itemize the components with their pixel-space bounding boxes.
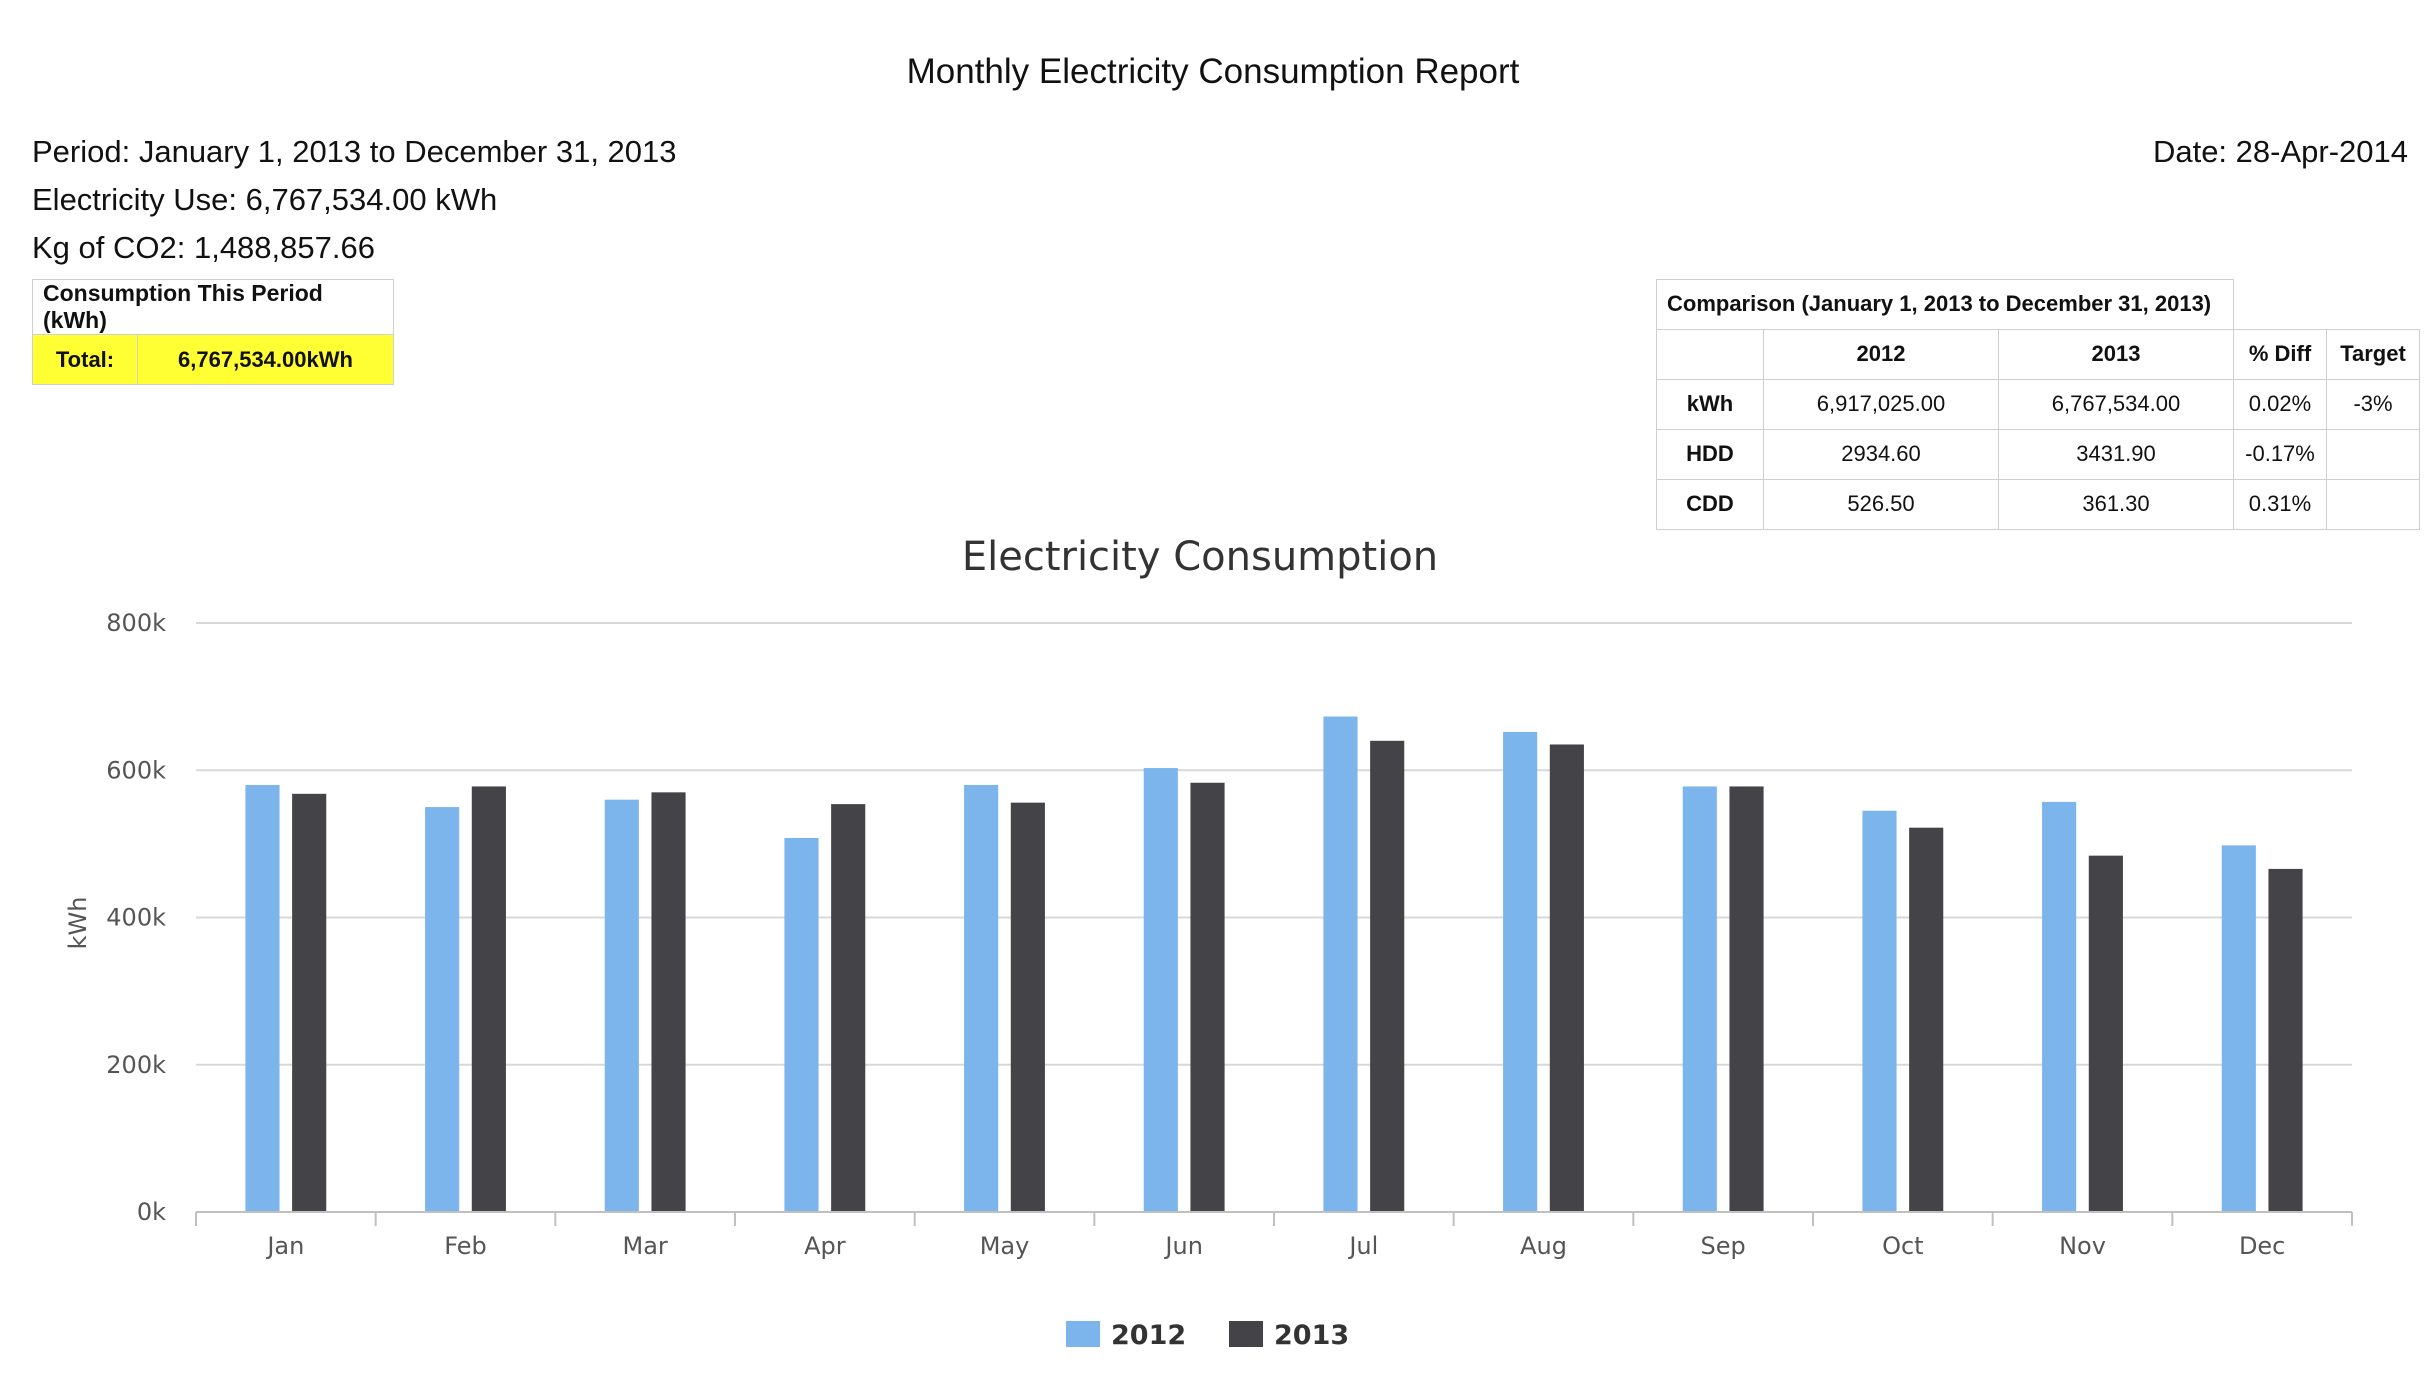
report-period: Period: January 1, 2013 to December 31, …	[32, 134, 677, 169]
consumption-header-row: Consumption This Period (kWh)	[32, 279, 394, 335]
col-header-2012: 2012	[1763, 328, 1999, 380]
bar-2012-Apr	[784, 837, 819, 1212]
bar-2013-Oct	[1909, 827, 1944, 1212]
y-tick-label: 200k	[106, 1051, 166, 1079]
bar-2013-May	[1010, 802, 1045, 1212]
bar-2012-Feb	[425, 807, 460, 1212]
cell: 0.31%	[2233, 478, 2327, 530]
bar-2012-Jun	[1143, 768, 1178, 1212]
bar-2012-Jul	[1323, 716, 1358, 1212]
table-row: CDD 526.50 361.30 0.31%	[1656, 478, 2420, 530]
comparison-header-row: 2012 2013 % Diff Target	[1656, 328, 2420, 380]
report-title: Monthly Electricity Consumption Report	[906, 52, 1520, 91]
col-header-diff: % Diff	[2233, 328, 2327, 380]
row-label-cdd: CDD	[1656, 478, 1764, 530]
cell	[2326, 478, 2420, 530]
col-header-2013: 2013	[1998, 328, 2234, 380]
x-tick-label: Nov	[2059, 1232, 2106, 1260]
bar-2013-Apr	[831, 804, 866, 1212]
bar-2013-Jan	[292, 793, 327, 1212]
legend-swatch	[1229, 1321, 1263, 1347]
cell: 361.30	[1998, 478, 2234, 530]
cell: 3431.90	[1998, 428, 2234, 480]
bar-2013-Mar	[651, 792, 686, 1212]
total-label: Total:	[32, 334, 138, 385]
x-tick-label: Feb	[444, 1232, 487, 1260]
bar-2013-Jun	[1190, 782, 1225, 1212]
x-tick-label: Oct	[1882, 1232, 1924, 1260]
chart-title: Electricity Consumption	[962, 534, 1438, 580]
bar-2013-Aug	[1549, 744, 1584, 1212]
bar-2013-Jul	[1370, 740, 1405, 1212]
cell: 6,917,025.00	[1763, 378, 1999, 430]
x-tick-label: Jan	[265, 1232, 304, 1260]
comparison-caption: Comparison (January 1, 2013 to December …	[1656, 279, 2234, 330]
legend[interactable]: 2012 2013	[1066, 1320, 1349, 1351]
bar-2012-Jan	[245, 784, 280, 1212]
bar-2012-Oct	[1862, 810, 1897, 1212]
header-blank	[1656, 328, 1764, 380]
col-header-target: Target	[2326, 328, 2420, 380]
x-tick-label: Sep	[1701, 1232, 1746, 1260]
bar-2012-Dec	[2221, 845, 2256, 1212]
x-tick-label: Aug	[1520, 1232, 1567, 1260]
x-axis: Jan Feb Mar Apr May Jun Jul Aug Sep Oct Nov Dec	[195, 1211, 2353, 1260]
electricity-use: Electricity Use: 6,767,534.00 kWh	[32, 182, 498, 217]
cell: 0.02%	[2233, 378, 2327, 430]
bar-2013-Dec	[2268, 868, 2303, 1212]
bar-2013-Feb	[471, 786, 506, 1212]
x-tick-label: Jul	[1347, 1232, 1378, 1260]
consumption-header: Consumption This Period (kWh)	[32, 279, 394, 335]
table-row: HDD 2934.60 3431.90 -0.17%	[1656, 428, 2420, 480]
y-tick-label: 800k	[106, 609, 166, 637]
legend-item-2013[interactable]: 2013	[1229, 1320, 1349, 1351]
consumption-table: Consumption This Period (kWh) Total: 6,7…	[32, 279, 394, 385]
co2-amount: Kg of CO2: 1,488,857.66	[32, 230, 375, 265]
x-tick-label: May	[980, 1232, 1030, 1260]
comparison-table: Comparison (January 1, 2013 to December …	[1656, 279, 2420, 530]
row-label-hdd: HDD	[1656, 428, 1764, 480]
bar-2012-Sep	[1682, 786, 1717, 1212]
bar-2012-Mar	[604, 799, 639, 1212]
cell: -3%	[2326, 378, 2420, 430]
x-tick-label: Mar	[623, 1232, 668, 1260]
caption-spacer	[2233, 279, 2420, 330]
y-tick-label: 600k	[106, 756, 166, 784]
cell: 6,767,534.00	[1998, 378, 2234, 430]
total-value: 6,767,534.00kWh	[137, 334, 394, 385]
cell: 526.50	[1763, 478, 1999, 530]
y-tick-label: 400k	[106, 904, 166, 932]
bar-2012-May	[964, 784, 999, 1212]
gridlines: 0k 200k 400k 600k 800k	[106, 609, 2352, 1226]
x-tick-label: Dec	[2239, 1232, 2285, 1260]
legend-label: 2012	[1111, 1320, 1186, 1351]
bar-2012-Nov	[2042, 801, 2077, 1212]
report-date: Date: 28-Apr-2014	[2152, 134, 2408, 169]
row-label-kwh: kWh	[1656, 378, 1764, 430]
cell: -0.17%	[2233, 428, 2327, 480]
comparison-caption-row: Comparison (January 1, 2013 to December …	[1656, 279, 2420, 330]
electricity-consumption-chart: Electricity Consumption kWh 0k 200k 400k 60…	[64, 534, 2353, 1351]
consumption-total-row: Total: 6,767,534.00kWh	[32, 334, 394, 385]
cell: 2934.60	[1763, 428, 1999, 480]
y-tick-label: 0k	[137, 1198, 166, 1226]
x-tick-label: Jun	[1163, 1232, 1203, 1260]
table-row: kWh 6,917,025.00 6,767,534.00 0.02% -3%	[1656, 378, 2420, 430]
cell	[2326, 428, 2420, 480]
y-axis-label: kWh	[64, 897, 92, 950]
bar-2013-Sep	[1729, 786, 1764, 1212]
bar-2013-Nov	[2088, 855, 2123, 1212]
bars	[245, 716, 2303, 1212]
x-tick-label: Apr	[804, 1232, 846, 1260]
legend-label: 2013	[1274, 1320, 1349, 1351]
legend-item-2012[interactable]: 2012	[1066, 1320, 1186, 1351]
legend-swatch	[1066, 1321, 1100, 1347]
bar-2012-Aug	[1503, 731, 1538, 1212]
